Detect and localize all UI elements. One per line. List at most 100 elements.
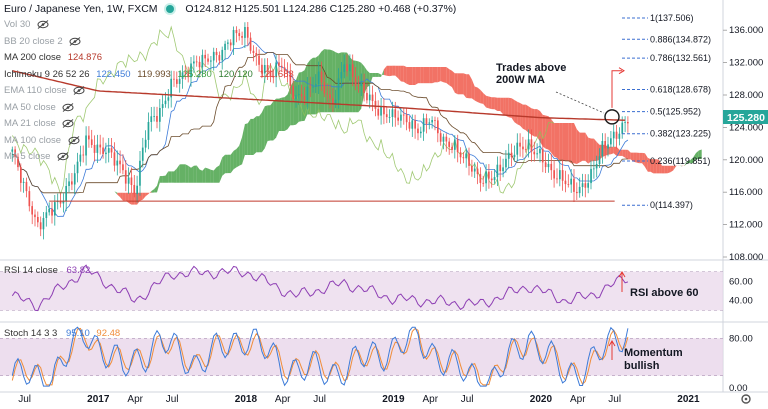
kumo-bull-segment xyxy=(256,116,260,153)
candle-bear xyxy=(434,120,436,121)
indicator-row[interactable]: MA 50 close xyxy=(4,102,294,119)
kumo-bear-segment xyxy=(483,93,487,108)
candle-bull xyxy=(65,186,67,202)
fib-label: 0.382(123.225) xyxy=(650,129,711,139)
ohlc-change: +0.468 (+0.37%) xyxy=(378,3,457,15)
candle-bull xyxy=(349,64,351,72)
ohlc-open: O124.812 xyxy=(185,3,232,15)
kumo-bull-segment xyxy=(284,94,288,131)
kumo-bear-segment xyxy=(406,67,410,85)
candle-bear xyxy=(448,141,450,147)
candle-bear xyxy=(522,146,524,150)
candle-bear xyxy=(252,50,255,53)
candle-bull xyxy=(201,54,204,68)
kumo-bear-segment xyxy=(383,65,387,76)
kumo-bear-segment xyxy=(122,192,126,201)
candle-bear xyxy=(99,144,102,148)
symbol-title[interactable]: Euro / Japanese Yen xyxy=(4,3,101,15)
stoch-k-value: 95.10 xyxy=(66,328,90,339)
settings-gear-icon[interactable] xyxy=(741,394,751,404)
candle-bull xyxy=(159,108,161,122)
stoch-tick-label: 80.00 xyxy=(729,333,753,344)
eye-slash-icon[interactable] xyxy=(62,103,74,112)
kumo-bull-segment xyxy=(276,98,279,138)
indicator-row[interactable]: BB 20 close 2 xyxy=(4,36,294,53)
kumo-bull-segment xyxy=(693,153,696,164)
candle-bear xyxy=(544,162,547,168)
candle-bull xyxy=(442,136,445,142)
indicator-row[interactable]: MA 100 close xyxy=(4,135,294,152)
eye-slash-icon[interactable] xyxy=(68,136,80,145)
eye-slash-icon[interactable] xyxy=(37,20,49,30)
eye-slash-icon[interactable] xyxy=(73,86,85,96)
candle-bear xyxy=(524,149,527,151)
candle-bear xyxy=(204,54,206,59)
kumo-bull-segment xyxy=(230,150,234,174)
kumo-bear-segment xyxy=(437,67,441,83)
indicator-row[interactable]: MA 200 close 124.876 xyxy=(4,52,294,69)
kumo-bear-segment xyxy=(488,96,492,110)
kumo-bear-segment xyxy=(420,67,424,84)
kumo-bear-segment xyxy=(670,165,674,173)
kumo-bull-segment xyxy=(188,165,191,183)
kumo-bear-segment xyxy=(508,97,512,118)
kumo-bear-segment xyxy=(142,192,146,200)
kumo-bear-segment xyxy=(562,123,566,162)
kumo-bear-segment xyxy=(542,114,546,149)
candle-bear xyxy=(371,94,374,101)
kumo-bear-segment xyxy=(540,111,543,147)
candle-bull xyxy=(502,167,504,172)
kumo-bear-segment xyxy=(591,138,594,162)
kumo-bull-segment xyxy=(318,51,322,113)
kumo-bull-segment xyxy=(324,49,328,113)
indicator-row[interactable]: Ichimoku 9 26 52 26 122.450 119.993 125.… xyxy=(4,69,294,86)
candle-bull xyxy=(116,160,119,166)
visibility-icon[interactable] xyxy=(166,5,175,14)
kumo-bear-segment xyxy=(554,123,557,158)
kumo-bull-segment xyxy=(151,189,155,193)
candle-bear xyxy=(533,151,536,155)
candle-bull xyxy=(454,139,456,150)
candle-bear xyxy=(113,152,116,166)
time-tick-label: 2018 xyxy=(235,394,258,405)
candle-bull xyxy=(607,144,609,149)
candle-bear xyxy=(357,85,360,87)
kumo-bull-segment xyxy=(341,52,345,113)
arrow-head-icon xyxy=(618,271,626,278)
kumo-bear-segment xyxy=(400,65,404,82)
candle-bull xyxy=(263,65,266,74)
symbol-source: FXCM xyxy=(127,3,158,15)
candle-bear xyxy=(133,185,136,195)
eye-slash-icon[interactable] xyxy=(57,152,69,162)
candle-bear xyxy=(488,171,490,179)
candlestick-series xyxy=(11,22,629,240)
candle-bear xyxy=(366,92,368,101)
eye-slash-icon[interactable] xyxy=(69,37,81,46)
kumo-bull-segment xyxy=(91,158,95,169)
kumo-bull-segment xyxy=(375,73,379,77)
indicator-label: Ichimoku 9 26 52 26 xyxy=(4,68,90,80)
candle-bull xyxy=(587,183,589,188)
indicator-label: MA 5 close xyxy=(4,151,51,162)
symbol-interval[interactable]: 1W xyxy=(106,3,122,15)
candle-bull xyxy=(337,78,340,100)
candle-bull xyxy=(431,120,433,123)
indicator-row[interactable]: EMA 110 close xyxy=(4,85,294,102)
candle-bear xyxy=(286,70,289,73)
kumo-bear-segment xyxy=(571,123,574,164)
candle-bear xyxy=(130,177,133,185)
kumo-bear-segment xyxy=(477,87,481,104)
candle-bear xyxy=(471,165,473,172)
kumo-bear-segment xyxy=(514,100,518,125)
indicator-row[interactable]: MA 5 close xyxy=(4,151,294,168)
indicator-row[interactable]: Vol 30 xyxy=(4,19,294,36)
eye-slash-icon[interactable] xyxy=(62,119,74,129)
candle-bull xyxy=(493,177,496,181)
kumo-bull-segment xyxy=(679,165,682,167)
candle-bear xyxy=(445,136,448,142)
stoch-tick-label: 0.00 xyxy=(729,383,748,394)
candle-bear xyxy=(71,181,73,185)
indicator-row[interactable]: MA 21 close xyxy=(4,118,294,135)
time-tick-label: Jul xyxy=(166,394,179,405)
